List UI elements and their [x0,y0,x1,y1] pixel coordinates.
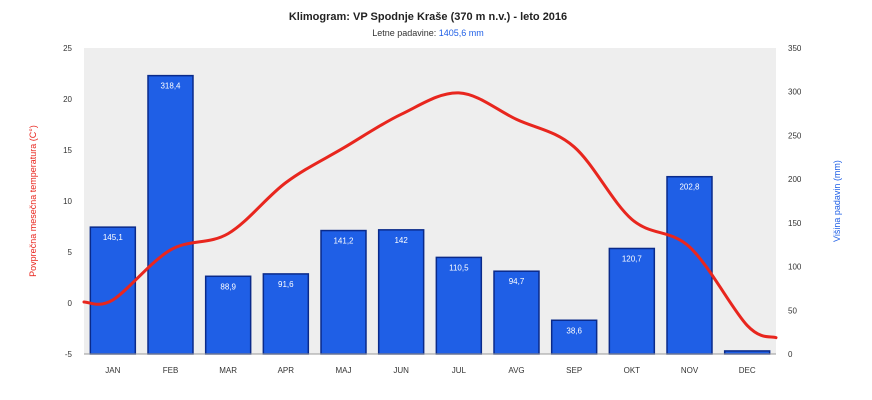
y-left-tick: 25 [63,44,72,53]
y-left-tick: 5 [68,248,73,257]
x-tick-dec: DEC [739,366,756,375]
x-tick-avg: AVG [508,366,524,375]
x-tick-jan: JAN [105,366,120,375]
x-tick-jun: JUN [393,366,409,375]
bar-jul [435,256,483,355]
temperature-line [82,91,778,340]
y-left-tick: 0 [68,299,73,308]
bar-label-jun: 142 [394,236,408,245]
x-tick-nov: NOV [681,366,699,375]
y-left-tick: 10 [63,197,72,206]
y-left-axis-title: Povprečna mesečna temperatura (C°) [28,125,38,277]
y-right-tick: 250 [788,131,802,140]
bar-label-jul: 110,5 [449,263,469,272]
y-right-tick: 0 [788,350,793,359]
y-right-tick: 200 [788,175,802,184]
bar-feb [147,74,194,355]
bar-okt [608,247,656,355]
x-tick-jul: JUL [452,366,467,375]
bar-label-sep: 38,6 [566,326,582,335]
bar-label-mar: 88,9 [220,282,236,291]
bar-sep [550,319,598,355]
y-right-tick: 150 [788,219,802,228]
subtitle-value: 1405,6 mm [439,28,484,38]
x-tick-okt: OKT [624,366,641,375]
y-right-tick: 50 [788,306,797,315]
subtitle-label: Letne padavine: [372,28,436,38]
y-right-axis-title: Višina padavin (mm) [832,160,842,242]
y-right-tick: 300 [788,88,802,97]
bar-label-maj: 141,2 [333,237,354,246]
bar-avg [493,270,540,355]
bar-label-apr: 91,6 [278,280,294,289]
x-tick-feb: FEB [163,366,179,375]
bar-label-jan: 145,1 [103,233,124,242]
y-left-tick: -5 [65,350,73,359]
x-ticks: JAN FEB MAR APR MAJ JUN JUL AVG SEP OKT NOV DEC [105,366,756,375]
bar-jun [377,229,425,355]
bar-label-okt: 120,7 [622,254,643,263]
bar-jan [89,226,137,355]
bar-maj [320,229,367,355]
bar-label-avg: 94,7 [509,277,525,286]
bar-label-nov: 202,8 [679,183,700,192]
x-tick-apr: APR [278,366,295,375]
y-left-ticks: -5 0 5 10 15 20 25 [63,44,72,359]
bar-label-feb: 318,4 [160,82,181,91]
bar-labels: 145,1 318,4 88,9 91,6 141,2 142 110,5 94,7 38,6 1… [103,82,700,336]
x-tick-maj: MAJ [336,366,352,375]
bar-series [89,74,771,355]
bar-mar [204,275,252,355]
y-right-ticks: 0 50 100 150 200 250 300 350 [788,44,802,359]
y-left-tick: 15 [63,146,72,155]
y-left-tick: 20 [63,95,72,104]
x-tick-sep: SEP [566,366,582,375]
chart-title: Klimogram: VP Spodnje Kraše (370 m n.v.)… [289,11,567,23]
chart-subtitle: Letne padavine: 1405,6 mm [372,28,484,38]
y-right-tick: 100 [788,263,802,272]
x-tick-mar: MAR [219,366,237,375]
y-right-tick: 350 [788,44,802,53]
